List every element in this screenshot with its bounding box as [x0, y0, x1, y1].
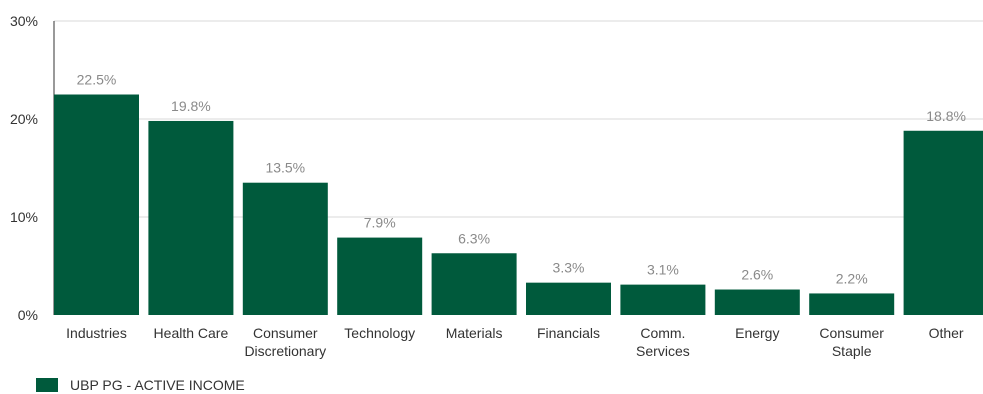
value-label: 2.6%: [741, 267, 773, 283]
y-tick-label: 10%: [10, 209, 38, 225]
category-label: Consumer Staple: [819, 325, 884, 359]
value-label: 18.8%: [926, 108, 966, 124]
value-label: 22.5%: [77, 72, 117, 88]
category-label: Comm. Services: [636, 325, 690, 359]
category-label: Financials: [537, 325, 600, 341]
bar: [54, 94, 139, 315]
y-tick-label: 20%: [10, 111, 38, 127]
category-label: Health Care: [154, 325, 229, 341]
bar: [431, 253, 517, 315]
bar: [337, 237, 423, 315]
bar: [620, 284, 706, 315]
value-label: 3.3%: [553, 260, 585, 276]
bar: [242, 182, 328, 315]
value-label: 19.8%: [171, 98, 211, 114]
legend-swatch: [36, 378, 58, 392]
y-tick-label: 30%: [10, 13, 38, 29]
bar: [809, 293, 895, 315]
bar: [903, 130, 983, 315]
bar-chart: 0% 10% 20% 30% 22.5% Industries 19.8% Health Ca…: [10, 13, 983, 359]
y-tick-label: 0%: [18, 307, 38, 323]
value-label: 3.1%: [647, 262, 679, 278]
category-label: Energy: [735, 325, 779, 341]
value-label: 6.3%: [458, 230, 490, 246]
bar: [526, 282, 611, 315]
category-label: Materials: [446, 325, 503, 341]
category-label: Industries: [66, 325, 127, 341]
category-label: Consumer Discretionary: [244, 325, 326, 359]
category-label: Technology: [344, 325, 415, 341]
category-label: Other: [929, 325, 964, 341]
bar: [714, 289, 800, 315]
legend: UBP PG - ACTIVE INCOME: [36, 376, 245, 394]
value-label: 2.2%: [836, 270, 868, 286]
bar: [148, 120, 234, 316]
value-label: 13.5%: [265, 160, 305, 176]
legend-label: UBP PG - ACTIVE INCOME: [70, 377, 245, 393]
value-label: 7.9%: [364, 215, 396, 231]
